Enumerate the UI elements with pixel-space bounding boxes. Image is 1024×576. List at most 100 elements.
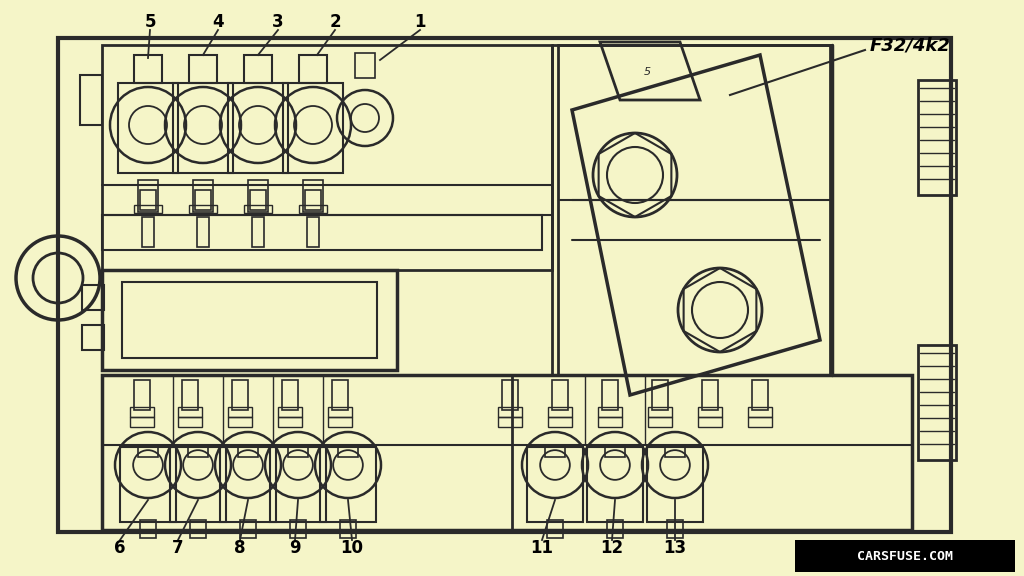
Bar: [130, 417, 154, 427]
Bar: [122, 282, 377, 358]
Bar: [250, 190, 266, 210]
Bar: [288, 445, 308, 457]
Text: 5: 5: [144, 13, 156, 31]
Bar: [283, 83, 343, 173]
Bar: [338, 445, 358, 457]
Bar: [244, 205, 272, 213]
Bar: [118, 83, 178, 173]
Bar: [278, 417, 302, 427]
Bar: [918, 80, 956, 195]
Bar: [142, 217, 154, 247]
Bar: [598, 407, 622, 417]
Text: 10: 10: [341, 539, 364, 557]
Bar: [545, 445, 565, 457]
Bar: [602, 380, 618, 410]
Bar: [307, 217, 319, 247]
Bar: [795, 540, 1015, 572]
Bar: [918, 345, 956, 460]
Text: 1: 1: [415, 13, 426, 31]
Bar: [232, 380, 248, 410]
Text: 7: 7: [172, 539, 184, 557]
Bar: [605, 445, 625, 457]
Bar: [299, 205, 327, 213]
Bar: [548, 407, 572, 417]
Bar: [170, 447, 226, 522]
Text: 13: 13: [664, 539, 686, 557]
Bar: [102, 270, 397, 370]
Bar: [552, 380, 568, 410]
Bar: [240, 520, 256, 538]
Text: 9: 9: [289, 539, 301, 557]
Bar: [188, 445, 208, 457]
Bar: [178, 407, 202, 417]
Bar: [282, 380, 298, 410]
Bar: [607, 520, 623, 538]
Bar: [82, 285, 104, 310]
Bar: [102, 375, 912, 530]
Bar: [252, 217, 264, 247]
Bar: [278, 407, 302, 417]
Bar: [193, 180, 213, 212]
Bar: [138, 445, 158, 457]
Bar: [58, 38, 951, 532]
Bar: [238, 445, 258, 457]
Bar: [303, 180, 323, 212]
Bar: [598, 417, 622, 427]
Bar: [648, 407, 672, 417]
Text: 6: 6: [115, 539, 126, 557]
Text: 3: 3: [272, 13, 284, 31]
Text: 11: 11: [530, 539, 554, 557]
Bar: [140, 190, 156, 210]
Text: 12: 12: [600, 539, 624, 557]
Bar: [748, 417, 772, 427]
Bar: [667, 520, 683, 538]
Bar: [228, 83, 288, 173]
Bar: [647, 447, 703, 522]
Bar: [189, 55, 217, 83]
Bar: [305, 190, 321, 210]
Bar: [102, 45, 552, 270]
Bar: [270, 447, 326, 522]
Bar: [547, 520, 563, 538]
Bar: [527, 447, 583, 522]
Bar: [195, 190, 211, 210]
Bar: [328, 407, 352, 417]
Text: 8: 8: [234, 539, 246, 557]
Bar: [290, 520, 306, 538]
Bar: [248, 180, 268, 212]
Bar: [332, 380, 348, 410]
Bar: [134, 55, 162, 83]
Bar: [228, 407, 252, 417]
Text: 5: 5: [643, 67, 650, 77]
Bar: [498, 407, 522, 417]
Bar: [134, 205, 162, 213]
Bar: [189, 205, 217, 213]
Bar: [498, 417, 522, 427]
Text: 4: 4: [212, 13, 224, 31]
Bar: [220, 447, 276, 522]
Bar: [752, 380, 768, 410]
Bar: [652, 380, 668, 410]
Bar: [197, 217, 209, 247]
Bar: [178, 417, 202, 427]
Bar: [138, 180, 158, 212]
Bar: [328, 417, 352, 427]
Text: F32/4k2: F32/4k2: [870, 36, 951, 54]
Bar: [698, 417, 722, 427]
Bar: [299, 55, 327, 83]
Bar: [102, 215, 542, 250]
Bar: [648, 417, 672, 427]
Bar: [120, 447, 176, 522]
Bar: [80, 75, 102, 125]
Bar: [587, 447, 643, 522]
Bar: [182, 380, 198, 410]
Bar: [340, 520, 356, 538]
Bar: [548, 417, 572, 427]
Bar: [134, 380, 150, 410]
Text: 2: 2: [329, 13, 341, 31]
Bar: [244, 55, 272, 83]
Bar: [140, 520, 156, 538]
Bar: [702, 380, 718, 410]
Bar: [130, 407, 154, 417]
Bar: [502, 380, 518, 410]
